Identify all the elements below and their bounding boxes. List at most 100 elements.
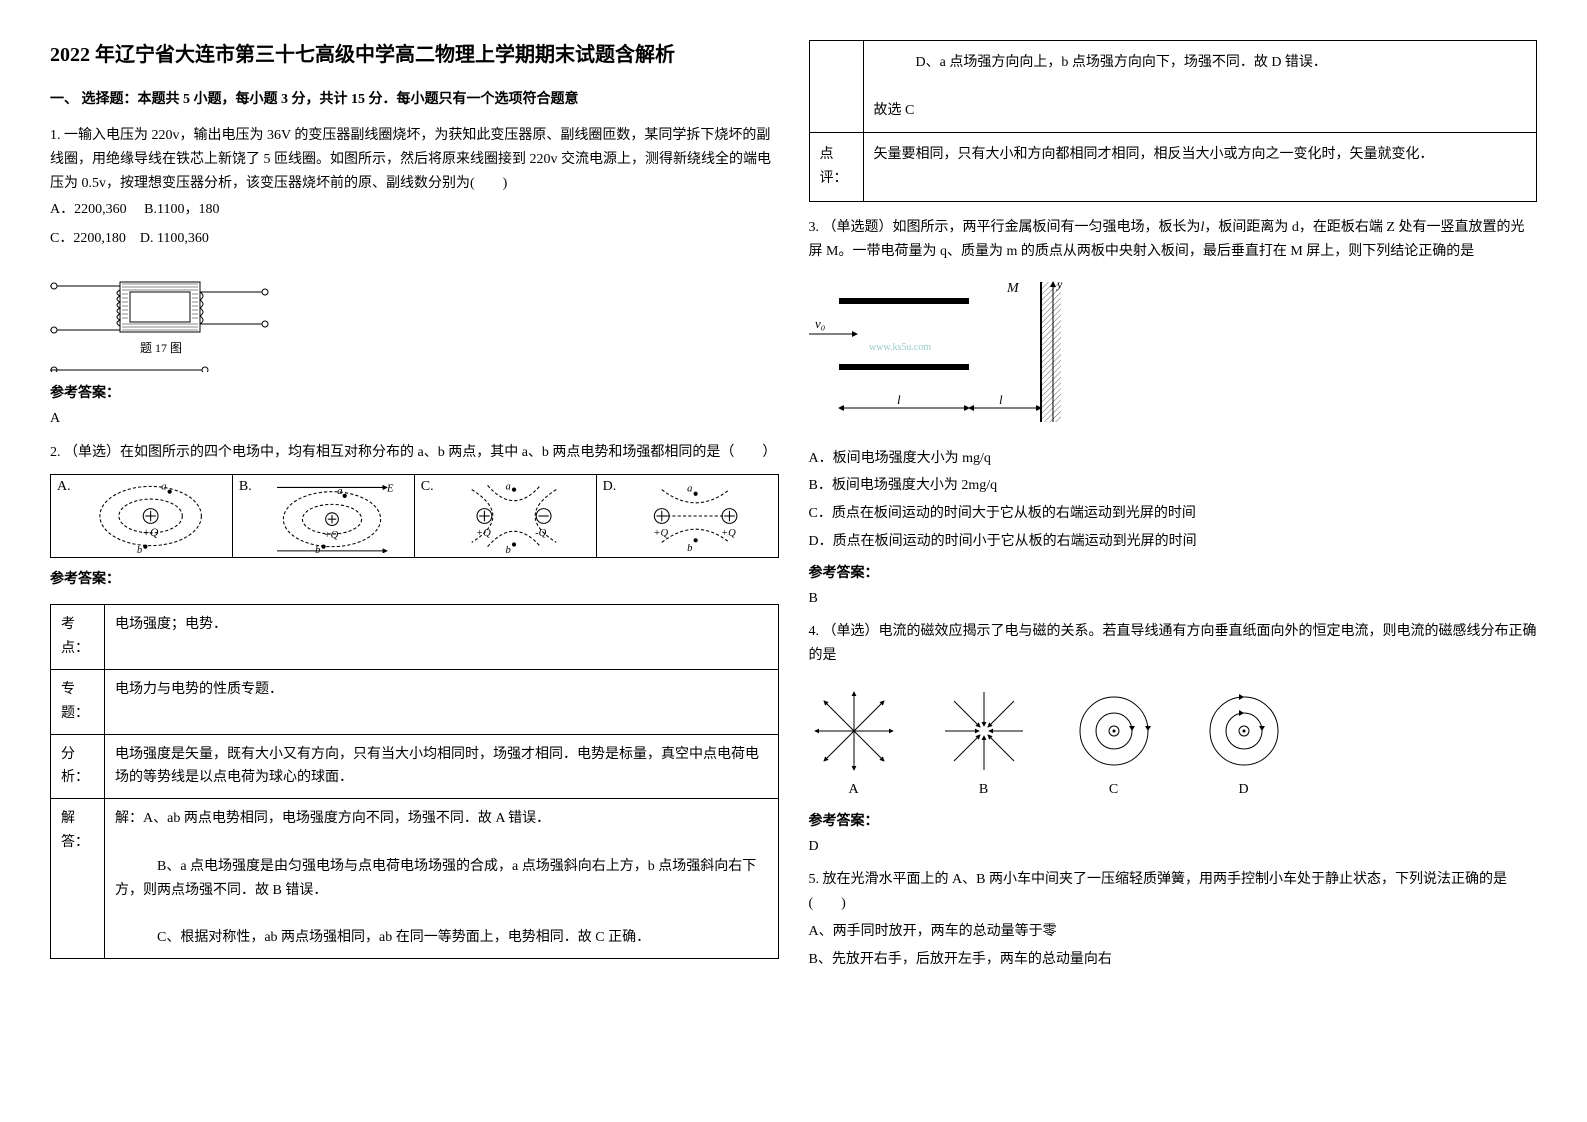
q4-ans: D [809,836,1538,858]
jieda-continue: D、a 点场强方向向上，b 点场强方向向下，场强不同．故 D 错误． 故选 C [863,41,1537,133]
q2-letter-a: A. [57,479,71,495]
mag-item-c: C [1069,686,1159,798]
table-row: 解答： 解：A、ab 两点电势相同，电场强度方向不同，场强不同．故 A 错误． … [51,799,779,959]
table-row: 点评： 矢量要相同，只有大小和方向都相同才相同，相反当大小或方向之一变化时，矢量… [809,133,1537,202]
q2-ans-label: 参考答案： [50,568,779,588]
table-row: 分析： 电场强度是矢量，既有大小又有方向，只有当大小均相同时，场强才相同．电势是… [51,734,779,799]
v0-label: v₀ [815,316,825,331]
q1-optB: B.1100，180 [144,202,219,217]
q2-text: 2. （单选）在如图所示的四个电场中，均有相互对称分布的 a、b 两点，其中 a… [50,441,779,465]
right-column: D、a 点场强方向向上，b 点场强方向向下，场强不同．故 D 错误． 故选 C … [809,40,1538,1082]
svg-text:b: b [315,545,320,553]
q2-continuation-table: D、a 点场强方向向上，b 点场强方向向下，场强不同．故 D 错误． 故选 C … [809,40,1538,202]
q3-ans: B [809,588,1538,610]
q1-options-line1: A．2200,360 B.1100，180 [50,199,779,221]
magnetic-row: A B [809,686,1538,798]
svg-text:-Q: -Q [535,528,547,539]
zhuanti-body: 电场力与电势的性质专题． [105,669,779,734]
q5-optB: B、先放开右手，后放开左手，两车的总动量向右 [809,948,1538,972]
fenxi-head: 分析： [51,734,105,799]
q2-cell-b: B. E +Q a b [233,475,415,557]
q3-stem1: 3. （单选题）如图所示，两平行金属板间有一匀强电场，板长为 [809,220,1201,235]
mag-item-a: A [809,686,899,798]
transformer-svg: 题 17 图 [50,262,270,372]
q5-optA: A、两手同时放开，两车的总动量等于零 [809,920,1538,944]
q3-optA: A．板间电场强度大小为 mg/q [809,447,1538,471]
empty-cell [809,41,863,133]
q2-svg-c: +Q -Q a b [438,479,590,553]
svg-text:+Q: +Q [721,528,736,539]
jieda-sel: 故选 C [874,99,1527,123]
l-label-1: l [897,392,901,407]
svg-text:a: a [337,486,342,497]
q2-letter-b: B. [239,479,252,495]
jieda-d: D、a 点场强方向向上，b 点场强方向向下，场强不同．故 D 错误． [874,51,1527,75]
q3-optC: C．质点在板间运动的时间大于它从板的右端运动到光屏的时间 [809,502,1538,526]
mag-label-d: D [1238,782,1248,798]
table-row: D、a 点场强方向向上，b 点场强方向向下，场强不同．故 D 错误． 故选 C [809,41,1537,133]
jieda-head: 解答： [51,799,105,959]
kaodian-body: 电场强度；电势． [105,605,779,670]
jieda-a: 解：A、ab 两点电势相同，电场强度方向不同，场强不同．故 A 错误． [115,807,768,831]
q3-optB: B．板间电场强度大小为 2mg/q [809,474,1538,498]
plates-svg: v₀ www.ks5u.com M l l y [809,278,1109,428]
svg-text:b: b [137,545,142,553]
q2-cell-a: A. +Q a b [51,475,233,557]
svg-text:a: a [505,482,510,493]
transformer-figure: 题 17 图 [50,262,270,372]
mag-label-c: C [1109,782,1118,798]
jieda-body: 解：A、ab 两点电势相同，电场强度方向不同，场强不同．故 A 错误． B、a … [105,799,779,959]
q2-analysis-table: 考点： 电场强度；电势． 专题： 电场力与电势的性质专题． 分析： 电场强度是矢… [50,604,779,959]
l-label-2: l [999,392,1003,407]
q1-options-line2: C．2200,180 D. 1100,360 [50,228,779,250]
q2-svg-a: +Q a b [75,479,226,553]
svg-text:+Q: +Q [476,528,491,539]
q3-optD: D．质点在板间运动的时间小于它从板的右端运动到光屏的时间 [809,530,1538,554]
q4-ans-label: 参考答案： [809,810,1538,830]
svg-text:a: a [687,484,692,495]
page-title: 2022 年辽宁省大连市第三十七高级中学高二物理上学期期末试题含解析 [50,40,779,70]
svg-text:+Q: +Q [323,531,338,542]
q1-optA: A．2200,360 [50,202,127,217]
svg-text:y: y [1056,278,1063,291]
q1-figcap: 题 17 图 [140,341,182,355]
q2-letter-c: C. [421,479,434,495]
mag-svg-c [1069,686,1159,776]
q2-svg-d: +Q +Q a b [620,479,771,553]
q4-text: 4. （单选）电流的磁效应揭示了电与磁的关系。若直导线通有方向垂直纸面向外的恒定… [809,620,1538,668]
q1-optD: D. 1100,360 [140,231,209,246]
q1-ans-label: 参考答案： [50,382,779,402]
q5-text: 5. 放在光滑水平面上的 A、B 两小车中间夹了一压缩轻质弹簧，用两手控制小车处… [809,868,1538,916]
svg-text:b: b [687,543,692,553]
left-column: 2022 年辽宁省大连市第三十七高级中学高二物理上学期期末试题含解析 一、 选择… [50,40,779,1082]
mag-svg-a [809,686,899,776]
q2-choice-row: A. +Q a b B. [50,474,779,558]
mag-item-d: D [1199,686,1289,798]
mag-svg-b [939,686,1029,776]
plates-figure: v₀ www.ks5u.com M l l y [809,278,1538,433]
mag-svg-d [1199,686,1289,776]
q2-svg-b: E +Q a b [256,479,408,553]
zhuanti-head: 专题： [51,669,105,734]
dianping-head: 点评： [809,133,863,202]
kaodian-head: 考点： [51,605,105,670]
jieda-c: C、根据对称性，ab 两点场强相同，ab 在同一等势面上，电势相同．故 C 正确… [115,926,768,950]
table-row: 考点： 电场强度；电势． [51,605,779,670]
dianping-body: 矢量要相同，只有大小和方向都相同才相同，相反当大小或方向之一变化时，矢量就变化． [863,133,1537,202]
svg-text:b: b [505,545,510,553]
svg-text:+Q: +Q [142,526,159,539]
svg-text:+Q: +Q [654,528,669,539]
mag-label-a: A [848,782,858,798]
svg-text:a: a [161,482,166,493]
q2-cell-d: D. +Q +Q a b [597,475,778,557]
watermark: www.ks5u.com [869,342,931,353]
jieda-b: B、a 点电场强度是由匀强电场与点电荷电场场强的合成，a 点场强斜向右上方，b … [115,855,768,903]
M-label: M [1006,281,1020,296]
section-1-head: 一、 选择题：本题共 5 小题，每小题 3 分，共计 15 分．每小题只有一个选… [50,88,779,108]
table-row: 专题： 电场力与电势的性质专题． [51,669,779,734]
q3-text: 3. （单选题）如图所示，两平行金属板间有一匀强电场，板长为l，板间距离为 d，… [809,216,1538,264]
q1-ans: A [50,408,779,430]
q2-letter-d: D. [603,479,617,495]
fenxi-body: 电场强度是矢量，既有大小又有方向，只有当大小均相同时，场强才相同．电势是标量，真… [105,734,779,799]
q2-cell-c: C. +Q -Q a b [415,475,597,557]
